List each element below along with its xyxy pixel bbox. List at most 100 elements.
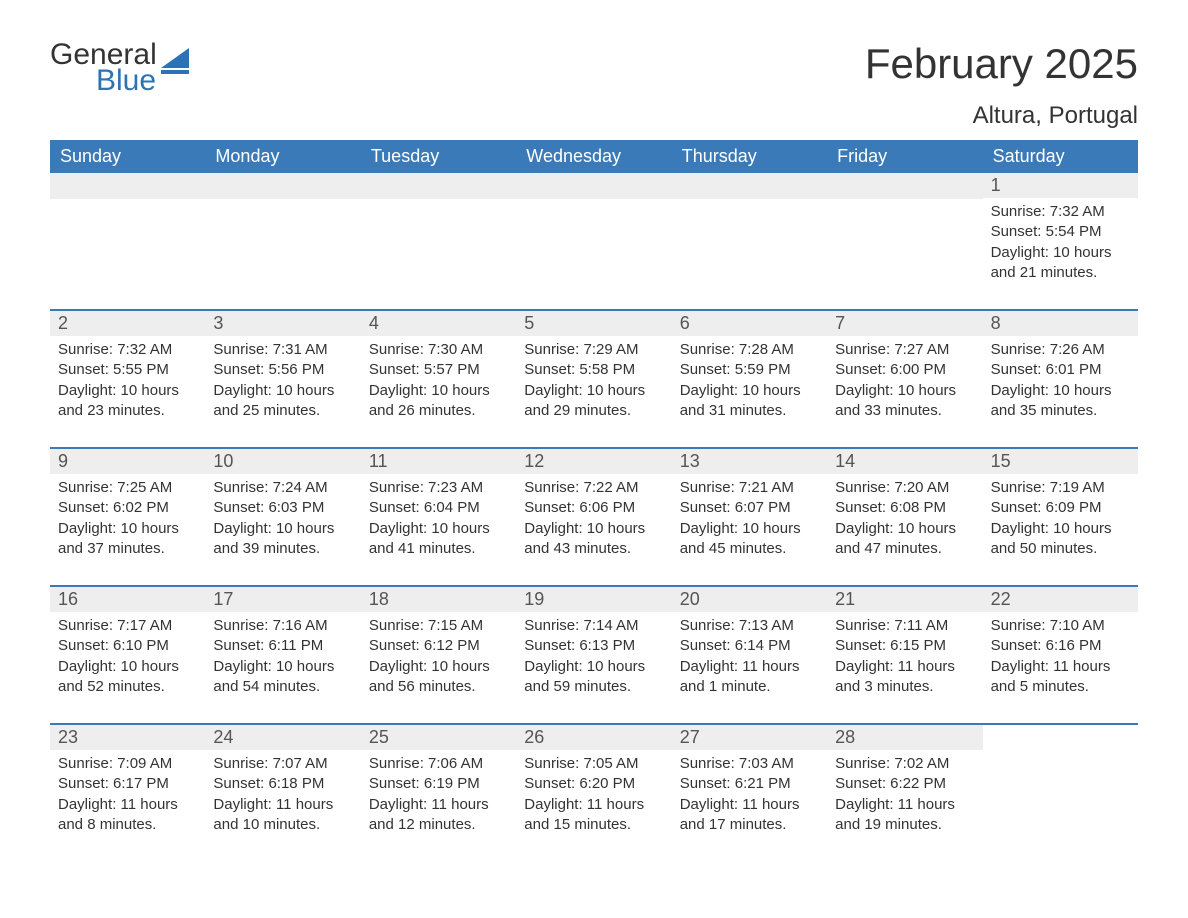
day-number: 4	[361, 311, 516, 336]
day-number: 6	[672, 311, 827, 336]
day-number: 19	[516, 587, 671, 612]
day-body: Sunrise: 7:32 AMSunset: 5:55 PMDaylight:…	[50, 336, 205, 421]
day-info-line: Sunset: 6:20 PM	[524, 774, 663, 794]
day-number: 5	[516, 311, 671, 336]
day-info-line: Daylight: 10 hours and 29 minutes.	[524, 381, 663, 422]
dow-thursday: Thursday	[672, 140, 827, 173]
day-body: Sunrise: 7:09 AMSunset: 6:17 PMDaylight:…	[50, 750, 205, 835]
day-cell: 5Sunrise: 7:29 AMSunset: 5:58 PMDaylight…	[516, 311, 671, 421]
day-info-line: Sunrise: 7:15 AM	[369, 616, 508, 636]
day-body	[50, 199, 205, 203]
day-info-line: Sunset: 6:12 PM	[369, 636, 508, 656]
day-body: Sunrise: 7:27 AMSunset: 6:00 PMDaylight:…	[827, 336, 982, 421]
day-info-line: Daylight: 11 hours and 5 minutes.	[991, 657, 1130, 698]
day-cell	[205, 173, 360, 283]
day-number: 7	[827, 311, 982, 336]
day-cell: 8Sunrise: 7:26 AMSunset: 6:01 PMDaylight…	[983, 311, 1138, 421]
dow-friday: Friday	[827, 140, 982, 173]
day-info-line: Sunset: 6:17 PM	[58, 774, 197, 794]
day-cell: 27Sunrise: 7:03 AMSunset: 6:21 PMDayligh…	[672, 725, 827, 835]
day-info-line: Daylight: 11 hours and 3 minutes.	[835, 657, 974, 698]
day-number: 12	[516, 449, 671, 474]
week-row: 1Sunrise: 7:32 AMSunset: 5:54 PMDaylight…	[50, 173, 1138, 283]
day-info-line: Sunset: 6:22 PM	[835, 774, 974, 794]
day-body: Sunrise: 7:16 AMSunset: 6:11 PMDaylight:…	[205, 612, 360, 697]
day-info-line: Sunrise: 7:10 AM	[991, 616, 1130, 636]
day-body: Sunrise: 7:03 AMSunset: 6:21 PMDaylight:…	[672, 750, 827, 835]
day-info-line: Daylight: 10 hours and 21 minutes.	[991, 243, 1130, 284]
day-info-line: Sunrise: 7:29 AM	[524, 340, 663, 360]
day-info-line: Sunset: 6:18 PM	[213, 774, 352, 794]
day-info-line: Daylight: 10 hours and 26 minutes.	[369, 381, 508, 422]
day-number: 16	[50, 587, 205, 612]
day-info-line: Sunset: 6:13 PM	[524, 636, 663, 656]
day-info-line: Daylight: 11 hours and 1 minute.	[680, 657, 819, 698]
day-info-line: Sunrise: 7:03 AM	[680, 754, 819, 774]
day-cell: 12Sunrise: 7:22 AMSunset: 6:06 PMDayligh…	[516, 449, 671, 559]
day-info-line: Sunset: 6:02 PM	[58, 498, 197, 518]
day-cell	[361, 173, 516, 283]
day-body: Sunrise: 7:28 AMSunset: 5:59 PMDaylight:…	[672, 336, 827, 421]
dow-monday: Monday	[205, 140, 360, 173]
day-number-empty	[361, 173, 516, 199]
day-number-empty	[205, 173, 360, 199]
day-body: Sunrise: 7:02 AMSunset: 6:22 PMDaylight:…	[827, 750, 982, 835]
brand-logo: General Blue	[50, 40, 195, 96]
day-cell: 16Sunrise: 7:17 AMSunset: 6:10 PMDayligh…	[50, 587, 205, 697]
day-number: 17	[205, 587, 360, 612]
day-cell: 6Sunrise: 7:28 AMSunset: 5:59 PMDaylight…	[672, 311, 827, 421]
day-info-line: Sunset: 5:54 PM	[991, 222, 1130, 242]
day-info-line: Daylight: 10 hours and 59 minutes.	[524, 657, 663, 698]
day-info-line: Daylight: 10 hours and 31 minutes.	[680, 381, 819, 422]
day-body	[205, 199, 360, 203]
day-body: Sunrise: 7:30 AMSunset: 5:57 PMDaylight:…	[361, 336, 516, 421]
day-body: Sunrise: 7:29 AMSunset: 5:58 PMDaylight:…	[516, 336, 671, 421]
day-info-line: Sunset: 5:59 PM	[680, 360, 819, 380]
day-number: 20	[672, 587, 827, 612]
day-number: 9	[50, 449, 205, 474]
day-number: 26	[516, 725, 671, 750]
day-info-line: Sunrise: 7:23 AM	[369, 478, 508, 498]
day-info-line: Sunrise: 7:24 AM	[213, 478, 352, 498]
day-cell: 9Sunrise: 7:25 AMSunset: 6:02 PMDaylight…	[50, 449, 205, 559]
day-info-line: Daylight: 10 hours and 39 minutes.	[213, 519, 352, 560]
dow-tuesday: Tuesday	[361, 140, 516, 173]
day-info-line: Sunset: 6:01 PM	[991, 360, 1130, 380]
day-body: Sunrise: 7:11 AMSunset: 6:15 PMDaylight:…	[827, 612, 982, 697]
day-info-line: Daylight: 10 hours and 37 minutes.	[58, 519, 197, 560]
day-info-line: Sunset: 6:03 PM	[213, 498, 352, 518]
day-body: Sunrise: 7:19 AMSunset: 6:09 PMDaylight:…	[983, 474, 1138, 559]
day-cell: 3Sunrise: 7:31 AMSunset: 5:56 PMDaylight…	[205, 311, 360, 421]
day-number: 10	[205, 449, 360, 474]
dow-sunday: Sunday	[50, 140, 205, 173]
day-body: Sunrise: 7:20 AMSunset: 6:08 PMDaylight:…	[827, 474, 982, 559]
day-info-line: Daylight: 10 hours and 56 minutes.	[369, 657, 508, 698]
day-info-line: Sunrise: 7:21 AM	[680, 478, 819, 498]
day-cell: 18Sunrise: 7:15 AMSunset: 6:12 PMDayligh…	[361, 587, 516, 697]
day-number: 15	[983, 449, 1138, 474]
logo-text-block: General Blue	[50, 40, 157, 96]
day-body: Sunrise: 7:21 AMSunset: 6:07 PMDaylight:…	[672, 474, 827, 559]
day-info-line: Daylight: 11 hours and 19 minutes.	[835, 795, 974, 836]
day-info-line: Daylight: 10 hours and 52 minutes.	[58, 657, 197, 698]
day-number: 22	[983, 587, 1138, 612]
dow-wednesday: Wednesday	[516, 140, 671, 173]
day-cell: 15Sunrise: 7:19 AMSunset: 6:09 PMDayligh…	[983, 449, 1138, 559]
day-cell: 14Sunrise: 7:20 AMSunset: 6:08 PMDayligh…	[827, 449, 982, 559]
day-body: Sunrise: 7:32 AMSunset: 5:54 PMDaylight:…	[983, 198, 1138, 283]
day-number: 23	[50, 725, 205, 750]
day-body: Sunrise: 7:25 AMSunset: 6:02 PMDaylight:…	[50, 474, 205, 559]
day-cell: 1Sunrise: 7:32 AMSunset: 5:54 PMDaylight…	[983, 173, 1138, 283]
day-body: Sunrise: 7:10 AMSunset: 6:16 PMDaylight:…	[983, 612, 1138, 697]
day-cell: 21Sunrise: 7:11 AMSunset: 6:15 PMDayligh…	[827, 587, 982, 697]
day-info-line: Sunrise: 7:09 AM	[58, 754, 197, 774]
day-info-line: Sunset: 6:06 PM	[524, 498, 663, 518]
day-info-line: Daylight: 11 hours and 17 minutes.	[680, 795, 819, 836]
day-cell	[983, 725, 1138, 835]
day-cell: 17Sunrise: 7:16 AMSunset: 6:11 PMDayligh…	[205, 587, 360, 697]
day-info-line: Daylight: 10 hours and 33 minutes.	[835, 381, 974, 422]
day-cell: 24Sunrise: 7:07 AMSunset: 6:18 PMDayligh…	[205, 725, 360, 835]
day-info-line: Sunset: 6:04 PM	[369, 498, 508, 518]
day-info-line: Sunrise: 7:32 AM	[58, 340, 197, 360]
day-info-line: Sunrise: 7:30 AM	[369, 340, 508, 360]
